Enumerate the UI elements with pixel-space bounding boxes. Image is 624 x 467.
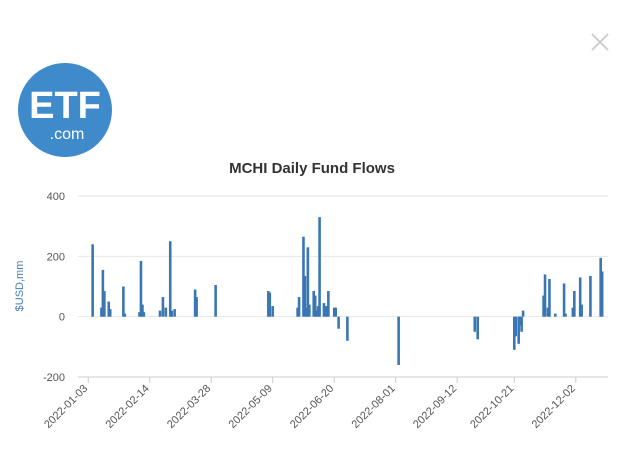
bar [101, 269, 105, 317]
bar [296, 307, 299, 317]
y-tick-label: 200 [47, 251, 65, 263]
bar [397, 316, 400, 365]
bar [138, 312, 141, 317]
bar [578, 277, 582, 317]
bar [271, 306, 275, 317]
bar [520, 316, 523, 332]
y-tick-label: 400 [47, 191, 65, 203]
bar [580, 304, 583, 317]
bar [103, 291, 106, 317]
bar [313, 295, 317, 317]
bar [108, 309, 112, 317]
bar [514, 316, 518, 337]
bar [170, 310, 174, 317]
bar [589, 275, 592, 317]
bar [312, 291, 316, 317]
bar [161, 297, 165, 317]
bar [168, 241, 172, 317]
bar [315, 310, 318, 317]
y-tick-label: -200 [43, 372, 65, 384]
bar [517, 316, 520, 344]
bar [297, 297, 301, 317]
x-tick-label: 2022-10-21 [468, 383, 516, 431]
bar [553, 313, 557, 317]
bar [325, 306, 329, 317]
bar [473, 316, 477, 332]
bar [122, 286, 125, 317]
bar [599, 257, 602, 317]
x-tick-label: 2022-01-03 [42, 383, 90, 431]
close-icon [591, 33, 609, 51]
y-tick-label: 0 [59, 312, 65, 324]
bar [214, 284, 217, 317]
bar [573, 291, 576, 317]
bar [268, 292, 272, 317]
chart-title: MCHI Daily Fund Flows [229, 160, 395, 177]
bar [548, 278, 551, 317]
bar [316, 306, 320, 317]
bar [521, 310, 525, 317]
bar [139, 260, 143, 317]
x-tick-label: 2022-08-01 [350, 383, 398, 431]
bar [303, 275, 307, 317]
bar [324, 306, 327, 317]
bar [267, 291, 270, 317]
bar [562, 283, 566, 317]
bar [318, 217, 321, 317]
bar [91, 244, 94, 317]
bar [337, 316, 340, 329]
bar [571, 307, 575, 317]
bar [332, 307, 336, 317]
bar [518, 316, 522, 326]
bar [476, 316, 479, 340]
bar [107, 301, 111, 317]
bar [193, 289, 197, 317]
bar [546, 307, 550, 317]
bar [158, 310, 162, 317]
bar [306, 247, 310, 317]
etf-logo: ETF .com [18, 63, 112, 157]
bar [322, 303, 326, 317]
bar [173, 309, 176, 317]
bar [346, 316, 349, 341]
x-tick-label: 2022-09-12 [411, 383, 459, 431]
x-tick-label: 2022-03-28 [165, 383, 213, 431]
bar [542, 295, 545, 317]
x-tick-label: 2022-12-02 [530, 383, 578, 431]
x-tick-label: 2022-06-20 [288, 383, 336, 431]
bar [100, 307, 103, 317]
close-button[interactable] [588, 30, 612, 54]
x-tick-label: 2022-02-14 [104, 383, 152, 431]
bar [308, 304, 311, 317]
bar [195, 297, 198, 317]
bar [512, 316, 516, 350]
bar [164, 307, 168, 317]
bar [334, 307, 337, 317]
bar [302, 236, 305, 317]
bar [543, 274, 547, 317]
logo-subtext: .com [50, 126, 85, 143]
bar [141, 304, 144, 317]
bar [305, 307, 308, 317]
bar [327, 291, 330, 317]
bar [564, 313, 567, 317]
bar [600, 271, 604, 317]
bar [123, 313, 127, 317]
logo-text: ETF [29, 85, 101, 127]
x-tick-label: 2022-05-09 [227, 383, 275, 431]
bar [142, 312, 146, 317]
logo-circle [18, 63, 112, 157]
